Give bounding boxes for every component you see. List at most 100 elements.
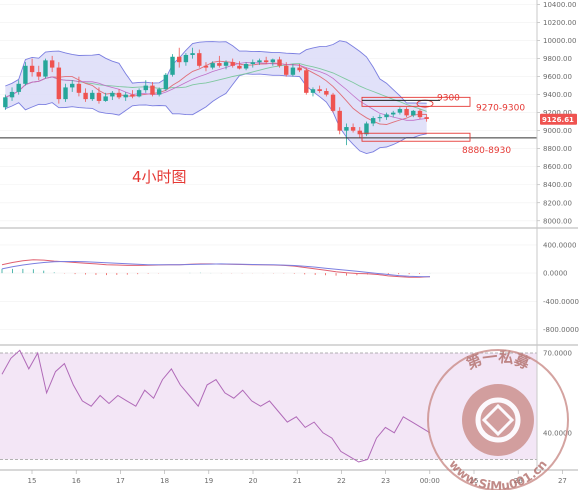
candle-body xyxy=(83,92,88,100)
price-tick-label: 9600.00 xyxy=(543,73,572,81)
candle-body xyxy=(391,112,396,115)
annotation-label-9300: 9300 xyxy=(437,94,460,104)
candle-body xyxy=(243,63,249,69)
x-tick-label: 25 xyxy=(470,477,479,485)
candle-body xyxy=(203,65,209,68)
timeframe-label: 4小时图 xyxy=(132,168,187,186)
candle-body xyxy=(197,53,202,66)
x-tick-label: 21 xyxy=(293,477,302,485)
candle-body xyxy=(136,90,142,97)
candle-body xyxy=(103,96,108,101)
candle-body xyxy=(377,117,383,119)
macd-panel: 400.0000 0.0000 -400.0000 -800.0000 xyxy=(0,241,579,334)
candle-body xyxy=(116,92,122,98)
candle-body xyxy=(49,60,55,68)
seal-outer-ring xyxy=(427,349,569,490)
candle-body xyxy=(183,54,189,63)
candle-body xyxy=(130,94,135,97)
candle-body xyxy=(210,63,215,68)
price-tick-label: 9000.00 xyxy=(543,127,572,135)
candle-body xyxy=(43,60,48,77)
macd-tick-label: 400.0000 xyxy=(543,241,576,249)
candle-body xyxy=(277,59,282,66)
candle-body xyxy=(217,63,222,66)
annotation-box-8880-8930 xyxy=(361,132,471,142)
price-y-axis: 10400.00 10200.00 10000.00 9800.00 9600.00 94… xyxy=(537,1,576,225)
candle-body xyxy=(150,85,155,95)
candle-body xyxy=(370,118,376,124)
candle-body xyxy=(190,53,195,55)
candle-body xyxy=(36,72,41,77)
x-tick-label: 19 xyxy=(204,477,213,485)
price-annotations: 9300 9270-9300 8880-8930 xyxy=(361,94,525,156)
price-tick-label: 9200.00 xyxy=(543,109,572,117)
x-tick-label: 26 xyxy=(514,477,523,485)
candle-body xyxy=(9,91,15,98)
last-price-badge: 9126.61 xyxy=(540,113,577,125)
candle-body xyxy=(357,130,362,135)
candle-body xyxy=(250,62,255,64)
candle-body xyxy=(337,110,342,131)
candle-body xyxy=(56,67,62,100)
candle-body xyxy=(270,59,276,63)
rsi-tick-label: 70.0000 xyxy=(543,349,572,357)
bollinger-upper-line xyxy=(5,40,427,104)
candle-body xyxy=(411,110,416,116)
candle-body xyxy=(397,109,403,113)
candle-body xyxy=(263,60,269,63)
macd-gridlines xyxy=(0,244,537,330)
candle-body xyxy=(170,56,175,75)
candle-body xyxy=(70,83,75,88)
x-tick-label: 23 xyxy=(381,477,390,485)
x-tick-label: 22 xyxy=(337,477,346,485)
x-tick-label: 00:00 xyxy=(420,477,440,485)
candle-body xyxy=(344,127,349,131)
price-tick-label: 10400.00 xyxy=(543,1,576,9)
candle-body xyxy=(404,109,409,116)
candle-body xyxy=(3,97,8,108)
price-gridlines xyxy=(0,4,537,222)
candle-body xyxy=(177,56,182,63)
annotation-label-8880-8930: 8880-8930 xyxy=(462,146,511,156)
x-tick-label: 18 xyxy=(160,477,169,485)
signal-line xyxy=(1,261,431,278)
candle-body xyxy=(324,91,329,95)
price-tick-label: 8800.00 xyxy=(543,145,572,153)
bollinger-lower-line xyxy=(5,73,427,154)
candle-body xyxy=(63,87,68,100)
candle-body xyxy=(310,89,316,93)
time-x-axis: 15 16 17 18 19 20 21 22 23 00:00 25 26 27 xyxy=(28,470,567,485)
candle-body xyxy=(76,83,82,93)
moving-average-middle xyxy=(5,62,427,121)
candlesticks xyxy=(3,47,429,146)
last-price-value: 9126.61 xyxy=(542,116,574,124)
candle-body xyxy=(350,127,356,131)
annotation-label-9270-9300: 9270-9300 xyxy=(476,103,525,113)
macd-tick-label: -800.0000 xyxy=(543,326,579,334)
price-tick-label: 8600.00 xyxy=(543,163,572,171)
macd-histogram xyxy=(1,268,431,276)
candle-body xyxy=(96,92,102,101)
seal-emblem-diamond xyxy=(481,403,515,437)
x-tick-label: 17 xyxy=(116,477,125,485)
seal-emblem xyxy=(475,397,521,443)
x-tick-label: 15 xyxy=(28,477,37,485)
candle-body xyxy=(297,67,302,71)
rsi-tick-label: 40.0000 xyxy=(543,429,572,437)
candle-body xyxy=(110,92,115,97)
candle-body xyxy=(143,85,148,91)
candle-body xyxy=(16,83,21,92)
candle-body xyxy=(304,70,309,93)
candle-body xyxy=(290,67,296,75)
price-tick-label: 9800.00 xyxy=(543,55,572,63)
candle-body xyxy=(230,62,235,66)
candle-body xyxy=(364,123,369,135)
candle-body xyxy=(257,60,262,63)
rsi-line xyxy=(1,349,431,463)
macd-tick-label: 0.0000 xyxy=(543,270,568,278)
x-tick-label: 16 xyxy=(72,477,81,485)
macd-tick-label: -400.0000 xyxy=(543,298,579,306)
price-tick-label: 8200.00 xyxy=(543,199,572,207)
rsi-band-fill xyxy=(0,352,537,460)
